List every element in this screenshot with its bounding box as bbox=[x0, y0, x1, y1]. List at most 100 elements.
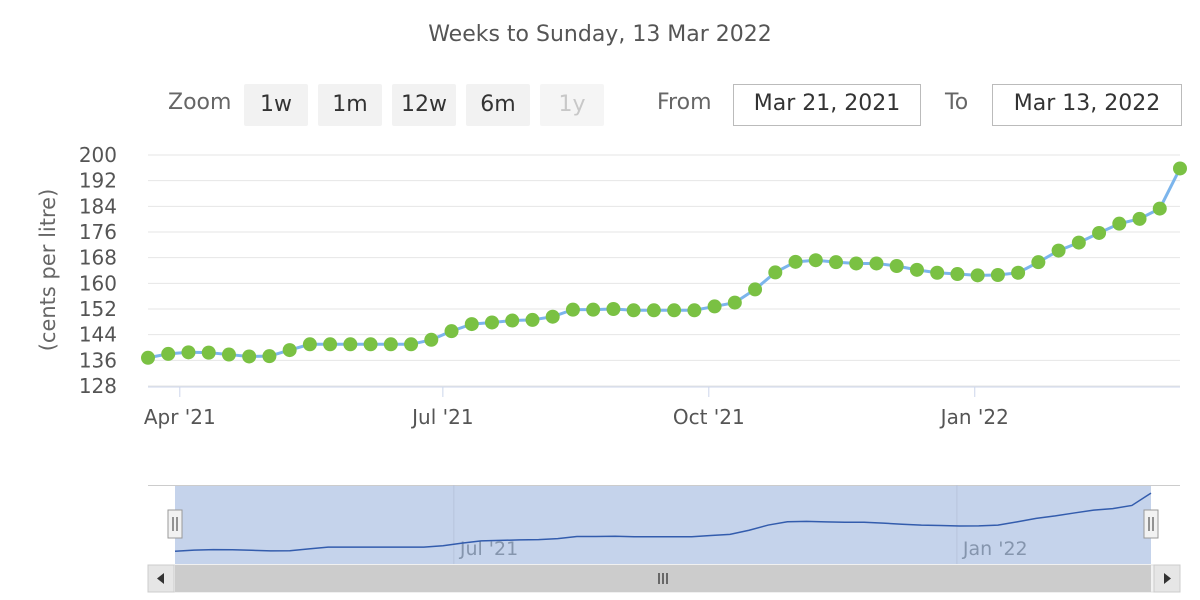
x-tick-label: Jan '22 bbox=[939, 405, 1009, 429]
scrollbar-track[interactable] bbox=[148, 565, 1180, 592]
y-tick-label: 128 bbox=[79, 374, 117, 398]
chart-subtitle: Weeks to Sunday, 13 Mar 2022 bbox=[0, 22, 1200, 47]
data-point bbox=[343, 337, 357, 351]
y-tick-label: 184 bbox=[79, 194, 117, 218]
data-point bbox=[829, 255, 843, 269]
data-point bbox=[849, 256, 863, 270]
navigator-left-handle[interactable] bbox=[168, 510, 182, 538]
data-point bbox=[627, 303, 641, 317]
data-point bbox=[809, 253, 823, 267]
scrollbar-thumb[interactable] bbox=[175, 565, 1151, 592]
y-tick-label: 176 bbox=[79, 220, 117, 244]
data-point bbox=[566, 303, 580, 317]
data-point bbox=[1133, 212, 1147, 226]
data-point bbox=[606, 302, 620, 316]
to-label: To bbox=[945, 90, 968, 115]
data-point bbox=[424, 333, 438, 347]
navigator-tick-label: Jul '21 bbox=[459, 538, 518, 560]
data-point bbox=[1173, 161, 1187, 175]
data-point bbox=[647, 303, 661, 317]
data-point bbox=[586, 303, 600, 317]
navigator-right-handle[interactable] bbox=[1144, 510, 1158, 538]
zoom-1w-button[interactable]: 1w bbox=[244, 84, 308, 126]
zoom-12w-button[interactable]: 12w bbox=[392, 84, 456, 126]
zoom-label: Zoom bbox=[168, 90, 231, 115]
scrollbar-right-button[interactable] bbox=[1154, 565, 1180, 592]
from-date-input[interactable]: Mar 21, 2021 bbox=[733, 84, 921, 126]
data-point bbox=[525, 313, 539, 327]
data-point bbox=[465, 317, 479, 331]
data-point bbox=[1052, 244, 1066, 258]
data-point bbox=[910, 263, 924, 277]
series-path bbox=[148, 168, 1180, 357]
y-axis-title: (cents per litre) bbox=[36, 189, 60, 352]
navigator[interactable]: Jul '21 Jan '22 bbox=[148, 485, 1180, 564]
data-point bbox=[991, 268, 1005, 282]
data-point bbox=[1031, 255, 1045, 269]
zoom-1m-button[interactable]: 1m bbox=[318, 84, 382, 126]
series-line bbox=[148, 168, 1180, 357]
scrollbar-left-button[interactable] bbox=[148, 565, 174, 592]
arrow-right-icon bbox=[1164, 573, 1171, 584]
data-point bbox=[789, 255, 803, 269]
data-point bbox=[303, 337, 317, 351]
data-point bbox=[242, 349, 256, 363]
data-point bbox=[748, 282, 762, 296]
data-point bbox=[546, 310, 560, 324]
data-point bbox=[708, 299, 722, 313]
arrow-left-icon bbox=[157, 573, 164, 584]
data-point bbox=[141, 351, 155, 365]
data-point bbox=[222, 348, 236, 362]
scrollbar[interactable] bbox=[148, 565, 1180, 592]
data-point bbox=[364, 337, 378, 351]
navigator-selection[interactable] bbox=[175, 485, 1151, 564]
navigator-series bbox=[175, 493, 1151, 551]
y-tick-label: 144 bbox=[79, 323, 117, 347]
to-date-input[interactable]: Mar 13, 2022 bbox=[992, 84, 1182, 126]
data-point bbox=[930, 266, 944, 280]
data-point bbox=[1072, 236, 1086, 250]
x-tick-label: Jul '21 bbox=[410, 405, 473, 429]
data-point bbox=[283, 343, 297, 357]
navigator-tick-label: Jan '22 bbox=[962, 538, 1028, 560]
button-body[interactable] bbox=[1154, 565, 1180, 592]
data-point bbox=[384, 337, 398, 351]
handle-body[interactable] bbox=[168, 510, 182, 538]
button-body[interactable] bbox=[148, 565, 174, 592]
y-tick-label: 152 bbox=[79, 297, 117, 321]
x-tick-label: Oct '21 bbox=[673, 405, 745, 429]
data-point bbox=[485, 315, 499, 329]
series-markers bbox=[141, 161, 1187, 364]
data-point bbox=[667, 303, 681, 317]
data-point bbox=[869, 256, 883, 270]
data-point bbox=[1011, 266, 1025, 280]
x-axis: Apr '21 Jul '21 Oct '21 Jan '22 bbox=[144, 387, 1180, 429]
y-tick-label: 192 bbox=[79, 169, 117, 193]
handle-body[interactable] bbox=[1144, 510, 1158, 538]
data-point bbox=[262, 349, 276, 363]
zoom-1y-button[interactable]: 1y bbox=[540, 84, 604, 126]
data-point bbox=[404, 337, 418, 351]
data-point bbox=[1153, 202, 1167, 216]
x-tick-label: Apr '21 bbox=[144, 405, 216, 429]
data-point bbox=[445, 324, 459, 338]
data-point bbox=[768, 265, 782, 279]
data-point bbox=[202, 346, 216, 360]
data-point bbox=[1112, 217, 1126, 231]
data-point bbox=[728, 296, 742, 310]
y-tick-label: 160 bbox=[79, 271, 117, 295]
from-label: From bbox=[657, 90, 712, 115]
data-point bbox=[323, 337, 337, 351]
y-tick-label: 200 bbox=[79, 143, 117, 167]
data-point bbox=[505, 314, 519, 328]
data-point bbox=[950, 267, 964, 281]
grid-lines bbox=[148, 155, 1180, 386]
zoom-6m-button[interactable]: 6m bbox=[466, 84, 530, 126]
data-point bbox=[181, 345, 195, 359]
y-tick-label: 136 bbox=[79, 348, 117, 372]
y-tick-label: 168 bbox=[79, 246, 117, 270]
data-point bbox=[890, 259, 904, 273]
data-point bbox=[971, 268, 985, 282]
data-point bbox=[1092, 226, 1106, 240]
